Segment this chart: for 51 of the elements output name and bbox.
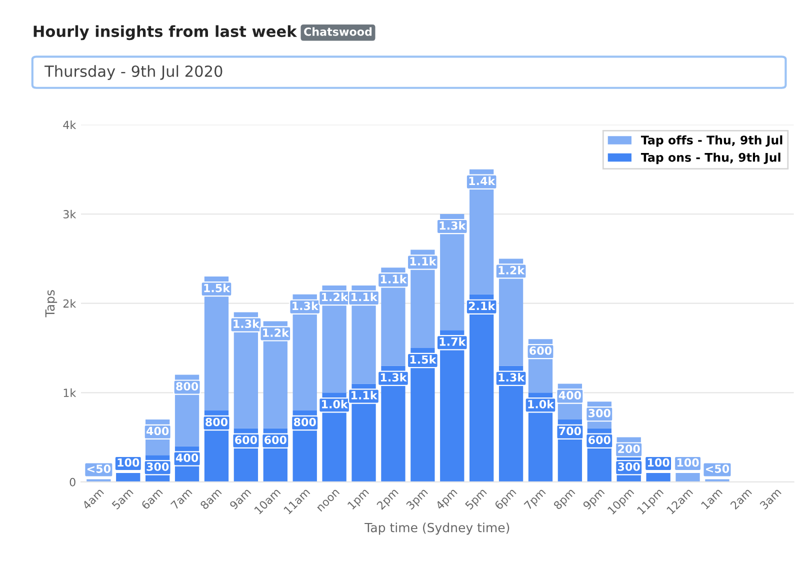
- data-label: 2.1k: [468, 302, 496, 310]
- data-label: 800: [206, 418, 228, 426]
- data-label: <50: [706, 464, 730, 473]
- data-label: 1.2k: [498, 266, 525, 274]
- data-label: 1.1k: [351, 292, 378, 302]
- data-label: 400: [176, 454, 198, 462]
- data-label: 300: [618, 462, 640, 471]
- y-axis-title: Taps: [45, 290, 58, 318]
- y-tick-label: 2k: [63, 299, 76, 308]
- data-label: 1.3k: [498, 372, 525, 382]
- data-label: 1.0k: [322, 400, 348, 408]
- chart-title: Hourly insights from last week: [34, 25, 298, 40]
- data-label: 1.3k: [292, 302, 319, 310]
- data-label: 600: [588, 436, 610, 444]
- data-label: 800: [294, 418, 316, 426]
- data-label: 1.5k: [410, 355, 436, 364]
- data-label: 700: [559, 426, 582, 436]
- data-label: 600: [530, 346, 552, 355]
- data-label: 1.3k: [234, 319, 260, 328]
- data-label: 1.2k: [263, 328, 290, 337]
- y-tick-label: 1k: [64, 388, 76, 397]
- legend-label: Tap ons - Thu, 9th Jul: [640, 152, 780, 164]
- data-label: 300: [588, 408, 610, 418]
- x-axis-title: Tap time (Sydney time): [364, 522, 510, 535]
- data-label: 1.0k: [528, 400, 554, 408]
- data-label: 100: [648, 458, 670, 467]
- data-label: 600: [264, 436, 286, 444]
- data-label: 100: [118, 458, 140, 467]
- legend-label: Tap offs - Thu, 9th Jul: [640, 135, 782, 147]
- data-label: 1.7k: [440, 337, 466, 346]
- chart-subtitle: Thursday - 9th Jul 2020: [44, 65, 222, 80]
- data-label: <50: [87, 464, 111, 473]
- text: Chatswood: [304, 27, 372, 36]
- data-label: 800: [176, 382, 198, 391]
- data-label: 300: [146, 462, 169, 471]
- data-label: 1.1k: [380, 274, 407, 284]
- data-label: 1.2k: [322, 292, 348, 302]
- data-label: 1.1k: [351, 390, 378, 400]
- y-tick-label: 3k: [63, 210, 76, 218]
- data-label: 1.1k: [410, 256, 436, 266]
- data-label: 600: [235, 436, 258, 444]
- y-tick-label: 4k: [63, 120, 76, 129]
- data-label: 100: [677, 458, 699, 467]
- data-label: 1.4k: [469, 176, 496, 185]
- data-label: 200: [618, 444, 640, 454]
- data-label: 400: [146, 426, 169, 436]
- data-label: 1.3k: [440, 221, 466, 230]
- data-label: 1.5k: [204, 284, 230, 292]
- data-label: 400: [558, 391, 582, 400]
- data-label: 1.3k: [380, 372, 407, 382]
- y-tick-label: 0: [70, 478, 76, 486]
